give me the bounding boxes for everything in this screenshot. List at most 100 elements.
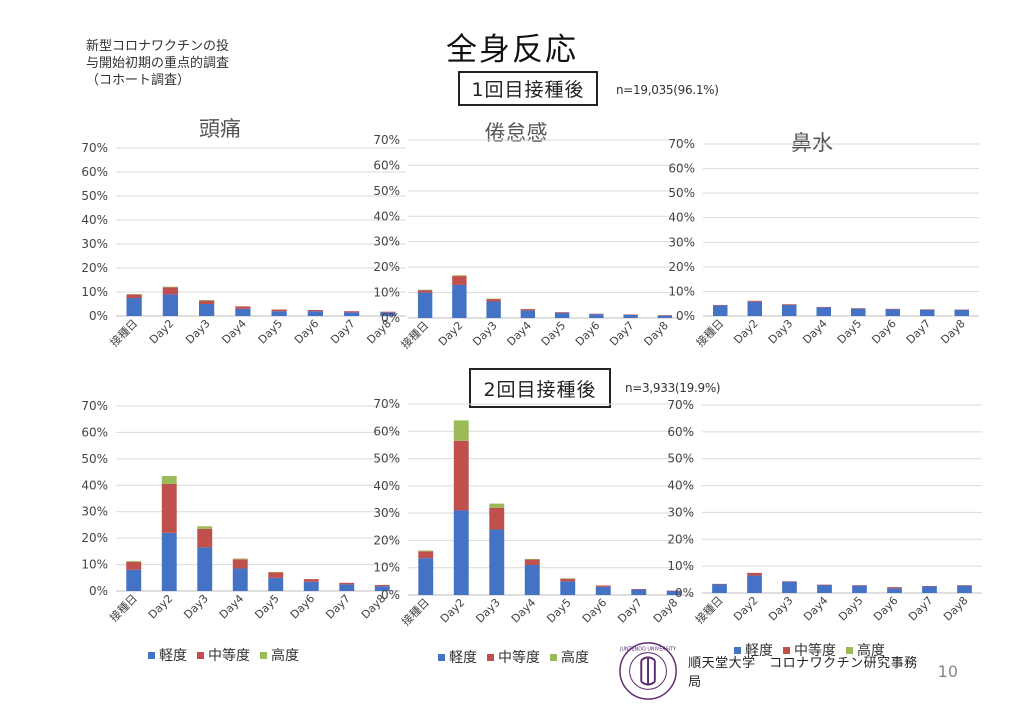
bar-mild <box>560 581 576 595</box>
x-tick-label: Day2 <box>438 596 468 626</box>
y-tick-label: 20% <box>373 533 400 547</box>
bar-mild <box>486 301 501 318</box>
bar-mild <box>922 586 937 593</box>
y-tick-label: 60% <box>668 162 695 176</box>
bar-moderate <box>453 440 469 511</box>
legend-item-mild: 軽度 <box>438 647 477 667</box>
bar-moderate <box>922 586 937 587</box>
bar-mild <box>589 314 604 318</box>
bar-severe <box>417 289 433 291</box>
y-tick-label: 30% <box>81 237 108 251</box>
bar-mild <box>268 577 284 591</box>
bar-mild <box>713 305 728 316</box>
x-tick-label: Day3 <box>766 594 796 624</box>
bar-moderate <box>595 585 611 587</box>
bar-mild <box>339 584 355 591</box>
x-tick-label: Day6 <box>573 319 603 349</box>
bar-mild <box>885 309 900 316</box>
legend-swatch-severe <box>846 646 853 654</box>
legend-runny-nose: 軽度 中等度 高度 <box>734 640 885 660</box>
bar-mild <box>307 311 323 316</box>
page-title: 全身反応 <box>446 32 578 68</box>
bar-moderate <box>235 306 251 309</box>
bar-severe <box>489 503 505 508</box>
bar-mild <box>344 312 360 316</box>
y-tick-label: 40% <box>373 479 400 493</box>
survey-description-line-3: （コホート調査） <box>86 73 191 88</box>
bar-moderate <box>489 507 505 530</box>
bar-mild <box>453 510 469 595</box>
x-tick-label: Day2 <box>146 592 176 622</box>
y-tick-label: 70% <box>81 141 108 155</box>
bar-severe <box>524 558 540 560</box>
y-tick-label: 0% <box>381 588 400 602</box>
bar-moderate <box>887 587 902 589</box>
x-tick-label: Day6 <box>580 596 610 626</box>
legend-label-severe: 高度 <box>561 650 589 666</box>
bar-mild <box>554 312 570 318</box>
x-tick-label: Day4 <box>217 592 247 622</box>
chart-dose2-runny-nose: 0%10%20%30%40%50%60%70%接種日 Day2 Day3 Day4 Da… <box>667 398 982 626</box>
x-tick-label: Day7 <box>615 596 645 626</box>
bar-moderate <box>920 309 935 310</box>
bar-severe <box>486 298 501 300</box>
y-tick-label: 30% <box>81 505 108 519</box>
bar-moderate <box>560 578 576 582</box>
survey-description: 新型コロナワクチンの投 与開始初期の重点的調査 （コホート調査） <box>86 38 286 89</box>
bar-moderate <box>623 314 638 315</box>
bar-mild <box>126 298 142 316</box>
bar-mild <box>852 585 867 593</box>
chart-dose1-fatigue: 0%10%20%30%40%50%60%70%接種日 Day2 Day3 Day4 Da… <box>373 133 682 351</box>
y-tick-label: 50% <box>373 184 400 198</box>
bar-mild <box>712 584 727 593</box>
bar-mild <box>623 314 638 318</box>
y-tick-label: 20% <box>373 260 400 274</box>
chart-dose2-fatigue: 0%10%20%30%40%50%60%70%接種日 Day2 Day3 Day4 Da… <box>373 397 692 628</box>
x-tick-label: Day5 <box>836 594 866 624</box>
bar-moderate <box>666 590 682 592</box>
bar-moderate <box>339 582 355 585</box>
legend-item-mild: 軽度 <box>148 645 187 665</box>
x-tick-label: Day4 <box>509 596 539 626</box>
bar-moderate <box>954 309 969 311</box>
bar-mild <box>374 586 390 591</box>
bar-severe <box>232 558 248 560</box>
legend-fatigue: 軽度 中等度 高度 <box>438 647 589 667</box>
bar-mild <box>887 588 902 593</box>
bar-moderate <box>303 579 319 582</box>
bar-moderate <box>657 315 673 316</box>
y-tick-label: 10% <box>373 286 400 300</box>
dose2-sample-size: n=3,933(19.9%) <box>625 381 721 395</box>
bar-mild <box>816 307 831 316</box>
survey-description-line-2: 与開始初期の重点的調査 <box>86 56 230 71</box>
bar-mild <box>126 569 142 591</box>
bar-moderate <box>268 572 284 578</box>
chart-dose1-runny-nose: 0%10%20%30%40%50%60%70%接種日 Day2 Day3 Day4 Da… <box>668 137 979 349</box>
chart-dose2-headache: 0%10%20%30%40%50%60%70%接種日 Day2 Day3 Day4 Da… <box>81 399 400 624</box>
bar-moderate <box>816 306 831 308</box>
bar-moderate <box>851 308 866 309</box>
x-tick-label: Day6 <box>292 317 322 347</box>
x-tick-label: Day3 <box>183 317 213 347</box>
x-tick-label: Day2 <box>731 594 761 624</box>
y-tick-label: 10% <box>667 559 694 573</box>
legend-item-severe: 高度 <box>550 647 589 667</box>
bar-mild <box>303 581 319 591</box>
legend-item-severe: 高度 <box>260 645 299 665</box>
y-tick-label: 60% <box>81 425 108 439</box>
bar-mild <box>489 529 505 595</box>
legend-swatch-mild <box>734 646 741 654</box>
bar-moderate <box>452 276 467 285</box>
chart-title-fatigue: 倦怠感 <box>484 121 548 145</box>
legend-item-moderate: 中等度 <box>783 640 836 660</box>
x-tick-label: Day6 <box>871 594 901 624</box>
y-tick-label: 30% <box>373 235 400 249</box>
bar-moderate <box>554 312 570 313</box>
footer-organization: 順天堂大学 コロナワクチン研究事務局 <box>688 656 918 690</box>
y-tick-label: 30% <box>668 235 695 249</box>
y-tick-label: 70% <box>373 133 400 147</box>
bar-severe <box>162 286 178 288</box>
x-tick-label: 接種日 <box>399 595 432 628</box>
legend-swatch-severe <box>550 653 557 661</box>
y-tick-label: 50% <box>667 452 694 466</box>
